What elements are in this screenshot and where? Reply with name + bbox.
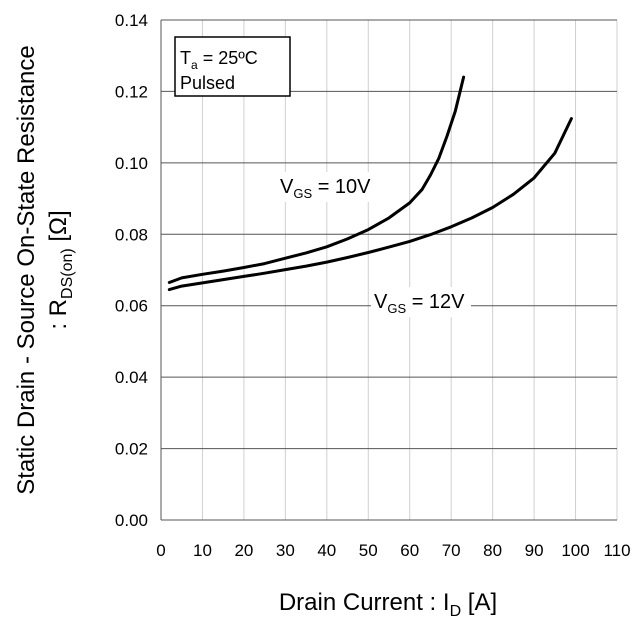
x-axis-title: Drain Current : ID [A] <box>279 589 497 619</box>
x-tick-label-1: 10 <box>193 541 212 560</box>
series-line-1 <box>167 117 573 292</box>
x-tick-label-2: 20 <box>234 541 253 560</box>
grid <box>160 19 618 521</box>
y-tick-label-1: 0.02 <box>115 440 148 459</box>
series-label-vgs-10v-bg <box>277 172 385 202</box>
y-tick-label-4: 0.08 <box>115 225 148 244</box>
x-tick-label-8: 80 <box>483 541 502 560</box>
series-label-vgs-12v-text: VGS = 12V <box>374 291 465 316</box>
conditions-temperature: Ta = 25ºC <box>180 48 258 72</box>
y-axis-title-line2: : RDS(on) [Ω] <box>45 210 76 329</box>
x-tick-label-9: 90 <box>525 541 544 560</box>
series-label-vgs-12v-bg <box>371 287 471 317</box>
y-tick-label-5: 0.10 <box>115 154 148 173</box>
x-tick-label-3: 30 <box>276 541 295 560</box>
x-tick-label-4: 40 <box>317 541 336 560</box>
y-tick-label-2: 0.04 <box>115 368 148 387</box>
y-axis-title-line1: Static Drain - Source On-State Resistanc… <box>13 45 40 495</box>
tick-labels: 0 10 20 30 40 50 60 70 80 90 100 110 0.00 0.02 0.04 0.0… <box>115 11 631 560</box>
y-tick-label-0: 0.00 <box>115 511 148 530</box>
data-curves <box>167 75 573 292</box>
x-tick-label-10: 100 <box>561 541 589 560</box>
y-tick-label-6: 0.12 <box>115 82 148 101</box>
x-tick-label-0: 0 <box>156 541 165 560</box>
conditions-box: Ta = 25ºC Pulsed <box>174 36 291 97</box>
x-tick-label-11: 110 <box>603 541 630 560</box>
x-tick-label-7: 70 <box>442 541 461 560</box>
conditions-pulsed: Pulsed <box>180 73 235 93</box>
y-tick-label-3: 0.06 <box>115 297 148 316</box>
y-tick-label-7: 0.14 <box>115 11 148 30</box>
series-line-0 <box>167 75 466 284</box>
x-tick-label-6: 60 <box>400 541 419 560</box>
x-tick-label-5: 50 <box>359 541 378 560</box>
series-label-vgs-10v-text: VGS = 10V <box>280 176 371 201</box>
series-label-vgs-12v: VGS = 12V <box>371 287 471 317</box>
series-label-vgs-10v: VGS = 10V <box>277 172 385 202</box>
conditions-frame <box>174 36 291 97</box>
